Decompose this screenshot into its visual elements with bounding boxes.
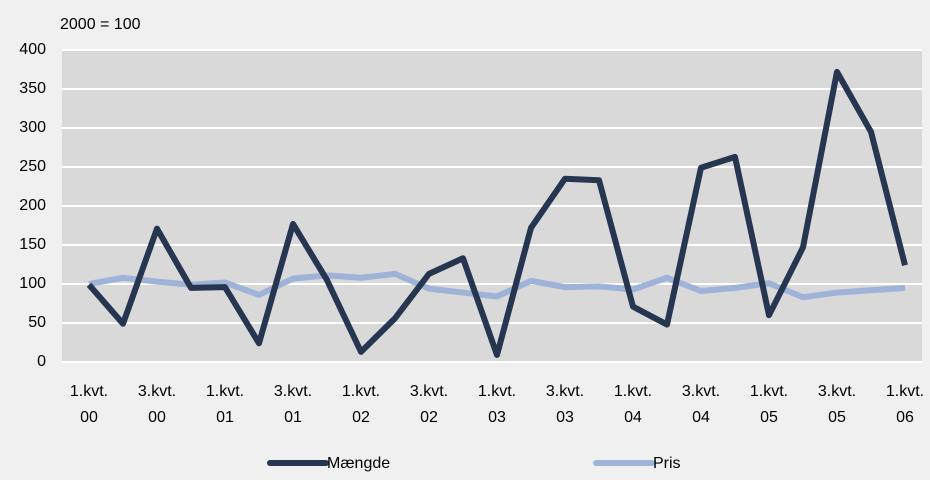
x-tick-label-line: 03 [488,409,506,426]
x-tick-label: 3.kvt. 01 [274,383,312,426]
x-tick-label: 3.kvt. 03 [546,383,584,426]
x-tick-label-line: 01 [284,409,302,426]
x-tick-label-line: 1.kvt. [614,383,652,400]
x-tick-label-line: 1.kvt. [70,383,108,400]
y-tick-label: 200 [19,197,46,214]
x-tick-label-line: 1.kvt. [478,383,516,400]
x-tick-label-line: 3.kvt. [410,383,448,400]
x-tick-label: 3.kvt. 02 [410,383,448,426]
x-tick-label-line: 3.kvt. [682,383,720,400]
x-tick-label-line: 3.kvt. [818,383,856,400]
x-tick-label-line: 3.kvt. [274,383,312,400]
x-tick-label-line: 3.kvt. [138,383,176,400]
x-tick-label-line: 02 [420,409,438,426]
series-line [86,68,908,358]
x-tick-label-line: 02 [352,409,370,426]
x-tick-label: 3.kvt. 04 [682,383,720,426]
x-tick-label-line: 01 [216,409,234,426]
x-tick-label-line: 03 [556,409,574,426]
legend-label: Pris [653,455,681,472]
x-tick-label-line: 1.kvt. [750,383,788,400]
x-tick-label-line: 06 [896,409,914,426]
x-tick-label: 1.kvt. 04 [614,383,652,426]
y-tick-label: 100 [19,275,46,292]
y-tick-label: 150 [19,236,46,253]
legend-label: Mængde [327,455,390,472]
x-tick-label-line: 05 [828,409,846,426]
series-line [88,270,906,301]
x-tick-label-line: 05 [760,409,778,426]
x-tick-label-line: 3.kvt. [546,383,584,400]
x-tick-label-line: 04 [624,409,642,426]
x-tick-label: 1.kvt. 01 [206,383,244,426]
x-tick-label: 3.kvt. 05 [818,383,856,426]
x-tick-label-line: 1.kvt. [206,383,244,400]
x-tick-label: 1.kvt. 05 [750,383,788,426]
x-tick-label: 1.kvt. 02 [342,383,380,426]
x-tick-label-line: 1.kvt. [342,383,380,400]
x-tick-label: 1.kvt. 00 [70,383,108,426]
y-tick-label: 300 [19,119,46,136]
y-tick-label: 400 [19,41,46,58]
x-tick-label: 3.kvt. 00 [138,383,176,426]
x-tick-label-line: 00 [148,409,166,426]
x-tick-label-line: 04 [692,409,710,426]
x-tick-label: 1.kvt. 06 [886,383,924,426]
y-tick-label: 350 [19,80,46,97]
x-tick-label: 1.kvt. 03 [478,383,516,426]
y-tick-label: 250 [19,158,46,175]
y-tick-label: 50 [28,314,46,331]
x-tick-label-line: 1.kvt. [886,383,924,400]
subtitle: 2000 = 100 [60,16,141,33]
x-tick-label-line: 00 [80,409,98,426]
y-tick-label: 0 [37,353,46,370]
